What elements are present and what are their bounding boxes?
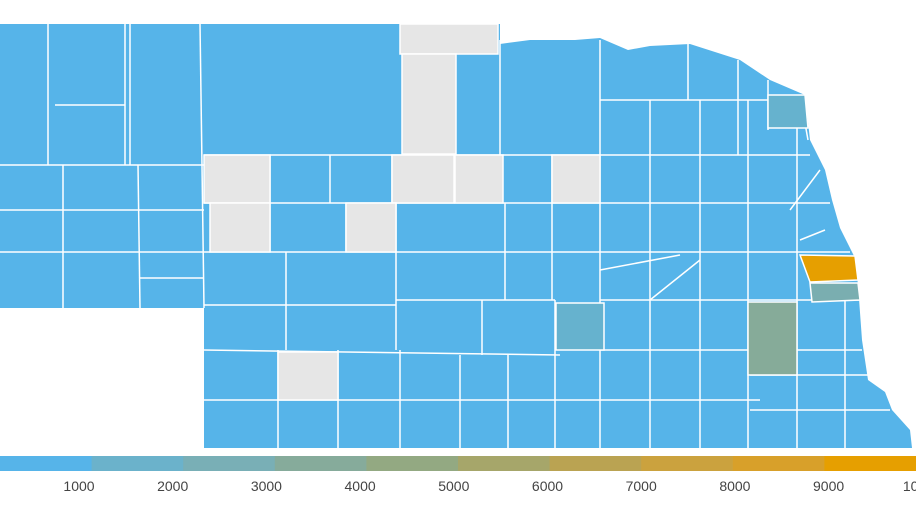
county-dakota — [767, 94, 809, 129]
county-sarpy — [809, 282, 861, 303]
legend-swatch — [91, 456, 184, 471]
state-outline — [0, 24, 912, 448]
legend-tick-label: 3000 — [250, 478, 282, 494]
legend-swatch — [183, 456, 276, 471]
county-lancaster — [747, 301, 798, 376]
legend-tick-label: 2000 — [157, 478, 189, 494]
county-no-data — [551, 154, 601, 204]
legend-swatch — [458, 456, 551, 471]
legend-tick-label: 9000 — [813, 478, 845, 494]
legend-tick-label: 4000 — [344, 478, 376, 494]
legend-tick-label: 8000 — [719, 478, 751, 494]
legend-color-bar — [0, 456, 916, 471]
county-hall — [555, 302, 605, 351]
legend-tick-label: 6000 — [531, 478, 564, 494]
county-border — [199, 23, 205, 309]
county-grid — [0, 23, 890, 448]
legend-swatch — [549, 456, 642, 471]
county-douglas — [798, 254, 859, 283]
legend-swatch — [274, 456, 367, 471]
county-no-data — [401, 53, 457, 155]
legend-tick-label: 7000 — [625, 478, 657, 494]
county-no-data — [399, 23, 499, 55]
county-no-data — [209, 202, 271, 253]
legend-swatch — [641, 456, 734, 471]
county-border — [649, 259, 701, 301]
county-no-data — [345, 202, 397, 253]
legend-tick-label: 1000 — [63, 478, 95, 494]
county-border — [137, 164, 141, 309]
county-border — [599, 254, 681, 271]
legend-swatch — [0, 456, 93, 471]
legend-swatch — [732, 456, 825, 471]
county-no-data — [277, 351, 339, 401]
county-border — [799, 229, 826, 241]
highlighted-counties — [555, 94, 861, 376]
county-no-data — [391, 154, 455, 204]
legend-swatch — [366, 456, 459, 471]
legend-tick-label: 10000 — [902, 478, 916, 494]
legend-swatch — [824, 456, 916, 471]
nebraska-county-map — [0, 23, 912, 448]
legend-tick-labels: 1000 2000 3000 4000 5000 6000 7000 8000 9000 1000… — [0, 478, 916, 498]
county-no-data — [454, 154, 504, 204]
county-border — [203, 349, 561, 356]
county-no-data — [203, 154, 271, 204]
legend-tick-label: 5000 — [438, 478, 470, 494]
county-border — [789, 169, 821, 211]
